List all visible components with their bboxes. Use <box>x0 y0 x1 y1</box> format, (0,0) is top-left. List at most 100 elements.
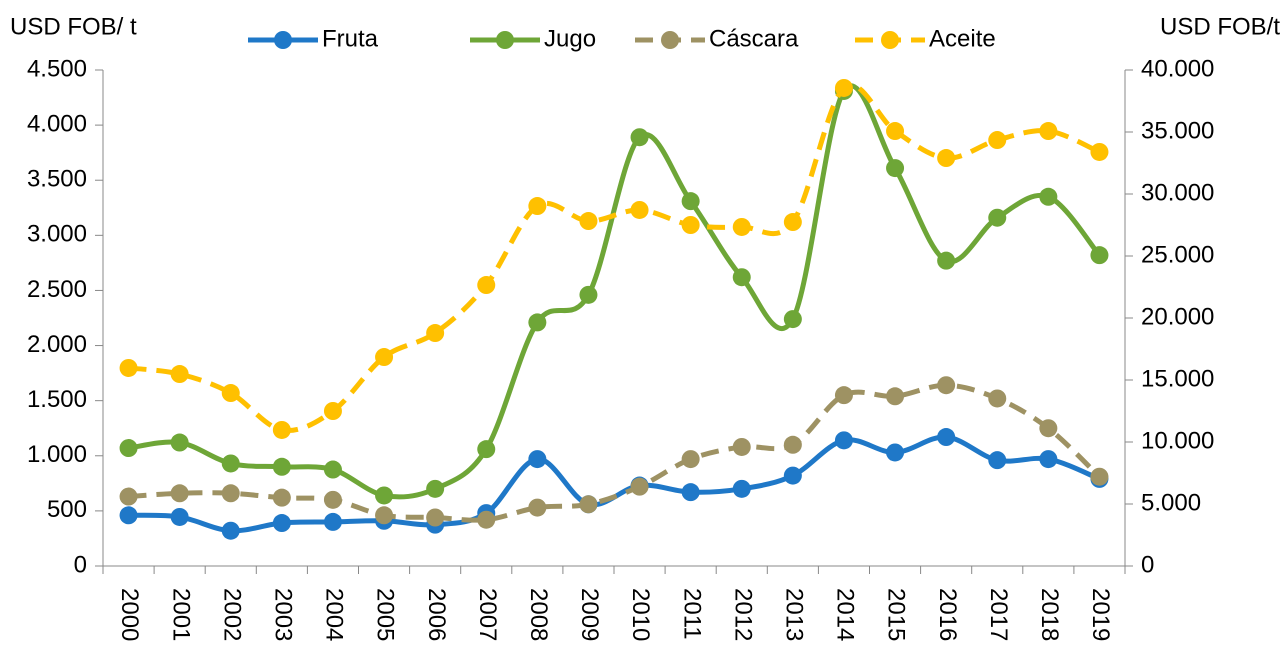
data-point <box>528 197 547 216</box>
series-line <box>128 434 1101 534</box>
data-point <box>426 324 445 343</box>
y-tick-label: 0 <box>74 551 87 578</box>
x-tick-label: 2008 <box>525 588 552 641</box>
legend-marker <box>496 31 514 49</box>
data-point <box>221 484 240 503</box>
data-point <box>1090 246 1109 265</box>
legend-marker <box>274 31 292 49</box>
data-point <box>886 443 905 462</box>
y2-tick-label: 25.000 <box>1141 241 1214 268</box>
x-tick-label: 2002 <box>218 588 245 641</box>
data-point <box>937 149 956 168</box>
x-tick-label: 2017 <box>985 588 1012 641</box>
data-point <box>119 487 138 506</box>
x-tick-label: 2014 <box>832 588 859 641</box>
y-tick-label: 3.500 <box>27 166 87 193</box>
data-point <box>630 200 649 219</box>
data-point <box>937 251 956 270</box>
data-point <box>477 276 496 295</box>
y-tick-label: 4.000 <box>27 110 87 137</box>
x-tick-label: 2004 <box>321 588 348 641</box>
data-point <box>783 213 802 232</box>
data-point <box>170 507 189 526</box>
data-point <box>732 437 751 456</box>
data-point <box>783 466 802 485</box>
legend-marker <box>881 31 899 49</box>
y-tick-label: 1.500 <box>27 386 87 413</box>
y2-tick-label: 20.000 <box>1141 303 1214 330</box>
series-line <box>128 82 1101 434</box>
data-point <box>732 268 751 287</box>
data-point <box>272 488 291 507</box>
data-point <box>681 192 700 211</box>
data-point <box>170 484 189 503</box>
data-point <box>375 486 394 505</box>
x-tick-label: 2018 <box>1036 588 1063 641</box>
x-tick-label: 2001 <box>167 588 194 641</box>
y-tick-label: 1.000 <box>27 441 87 468</box>
x-tick-label: 2013 <box>781 588 808 641</box>
y2-axis-label: USD FOB/t <box>1160 13 1280 40</box>
data-point <box>886 387 905 406</box>
y-tick-label: 2.500 <box>27 276 87 303</box>
y2-tick-label: 35.000 <box>1141 117 1214 144</box>
y-tick-label: 3.000 <box>27 221 87 248</box>
x-tick-label: 2010 <box>627 588 654 641</box>
x-tick-label: 2000 <box>116 588 143 641</box>
data-point <box>834 386 853 405</box>
data-point <box>1039 419 1058 438</box>
y2-tick-label: 40.000 <box>1141 55 1214 82</box>
data-point <box>886 122 905 141</box>
x-tick-label: 2009 <box>576 588 603 641</box>
data-point <box>375 506 394 525</box>
data-point <box>1039 450 1058 469</box>
data-point <box>323 402 342 420</box>
data-point <box>1090 142 1109 161</box>
y2-tick-label: 5.000 <box>1141 489 1201 516</box>
y-axis-label: USD FOB/ t <box>10 13 137 40</box>
x-tick-label: 2006 <box>423 588 450 641</box>
y-tick-label: 500 <box>47 496 87 523</box>
data-point <box>323 490 342 509</box>
data-point <box>988 208 1007 227</box>
data-point <box>988 451 1007 470</box>
data-point <box>323 460 342 479</box>
data-point <box>119 358 138 377</box>
data-point <box>528 450 547 469</box>
x-tick-label: 2005 <box>372 588 399 641</box>
data-point <box>681 483 700 502</box>
data-point <box>221 454 240 473</box>
data-point <box>272 420 291 439</box>
data-point <box>988 131 1007 150</box>
data-point <box>1090 467 1109 486</box>
x-tick-label: 2011 <box>678 588 705 640</box>
data-point <box>170 433 189 452</box>
y2-tick-label: 10.000 <box>1141 427 1214 454</box>
x-tick-label: 2012 <box>729 588 756 641</box>
data-point <box>937 428 956 447</box>
data-point <box>528 313 547 332</box>
x-tick-label: 2019 <box>1087 588 1114 641</box>
x-tick-label: 2015 <box>883 588 910 641</box>
data-point <box>375 348 394 367</box>
data-point <box>681 450 700 469</box>
y-tick-label: 2.000 <box>27 331 87 358</box>
data-point <box>119 439 138 458</box>
data-point <box>477 440 496 459</box>
data-point <box>119 506 138 525</box>
y-tick-label: 4.500 <box>27 55 87 82</box>
data-point <box>477 510 496 529</box>
x-tick-label: 2007 <box>474 588 501 641</box>
data-point <box>579 285 598 304</box>
data-point <box>988 389 1007 408</box>
data-point <box>426 508 445 527</box>
data-point <box>1039 187 1058 206</box>
data-point <box>834 431 853 450</box>
y2-tick-label: 0 <box>1141 551 1154 578</box>
data-point <box>1039 122 1058 141</box>
data-point <box>579 212 598 231</box>
data-point <box>886 159 905 178</box>
data-point <box>221 384 240 403</box>
data-point <box>170 365 189 384</box>
